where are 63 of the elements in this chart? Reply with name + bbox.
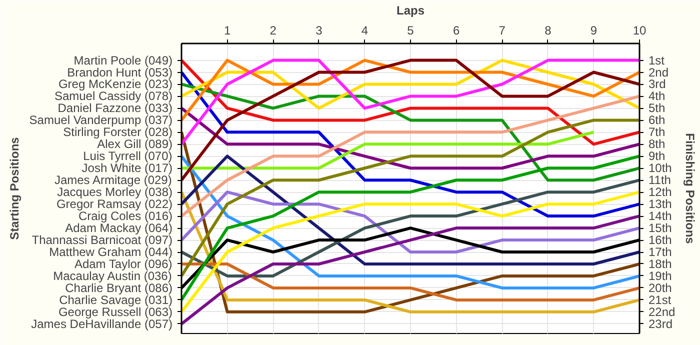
category-label: Craig Coles (016) [78, 209, 173, 224]
x-tick-label: 1 [224, 24, 231, 38]
y-tick-label: 15th [648, 221, 672, 236]
line-series [182, 214, 640, 326]
x-tick-label: 4 [361, 24, 368, 38]
y-tick-label: 1st [648, 53, 666, 68]
category-label: Gregor Ramsay (022) [56, 197, 173, 212]
category-label: James Armitage (029) [54, 173, 172, 188]
line-series [182, 70, 640, 218]
x-tick-label: 10 [632, 24, 646, 38]
y-tick-label: 8th [648, 137, 666, 152]
y-tick-label: 6th [648, 113, 666, 128]
category-label: Daniel Fazzone (033) [58, 101, 173, 116]
line-series [182, 154, 640, 266]
y-tick-label: 2nd [648, 65, 669, 80]
y-tick-label: 7th [648, 125, 666, 140]
text: Starting Positions [8, 136, 22, 240]
x-tick-label: 9 [590, 24, 598, 38]
y-tick-label: 23rd [648, 316, 673, 331]
y-tick-label: 16th [648, 233, 672, 248]
line-series [182, 178, 640, 278]
y-tick-label: 19th [648, 268, 672, 283]
line-series [182, 118, 640, 278]
y-tick-label: 14th [648, 209, 672, 224]
category-label: Thannassi Barnicoat (097) [32, 233, 173, 248]
category-label: Samuel Cassidy (078) [54, 89, 173, 104]
y-tick-label: 5th [648, 101, 666, 116]
line-series [182, 58, 640, 182]
y-tick-label: 17th [648, 245, 672, 260]
y-tick-label: 12th [648, 185, 672, 200]
y-tick-label: 11th [648, 173, 671, 188]
y-tick-label: 22nd [648, 304, 676, 319]
x-tick-label: 7 [498, 24, 506, 38]
y-tick-label: 21st [648, 292, 672, 307]
x-tick-label: 2 [270, 24, 277, 38]
category-label: Martin Poole (049) [74, 53, 173, 68]
category-label: Samuel Vanderpump (037) [29, 113, 173, 128]
category-label: Josh White (017) [82, 161, 172, 176]
line-series [182, 58, 640, 122]
y-axis-title: Finishing Positions [683, 133, 698, 244]
y-tick-label: 3rd [648, 77, 666, 92]
x-tick-label: 8 [544, 24, 552, 38]
category-label: Matthew Graham (044) [49, 245, 173, 260]
x-tick-label: 3 [316, 24, 323, 38]
x-tick-label: 5 [407, 24, 414, 38]
x-tick-label: 6 [452, 24, 460, 38]
line-series [182, 106, 640, 170]
line-series [182, 58, 640, 146]
y-tick-label: 9th [648, 149, 666, 164]
line-series [182, 190, 640, 254]
line-series [182, 82, 640, 182]
category-label: Luis Tyrrell (070) [83, 149, 172, 164]
category-label: Jacques Morley (038) [57, 185, 173, 200]
y-tick-label: 20th [648, 280, 672, 295]
category-label: Alex Gill (089) [97, 137, 172, 152]
y-tick-label: 18th [648, 256, 672, 271]
y-tick-label: 10th [648, 161, 672, 176]
y-tick-label: 13th [648, 197, 672, 212]
category-label: Adam Mackay (064) [65, 221, 172, 236]
x-axis-title: Laps [396, 4, 425, 18]
y-tick-label: 4th [648, 89, 666, 104]
line-series [182, 94, 640, 218]
category-label: Stirling Forster (028) [63, 125, 173, 140]
